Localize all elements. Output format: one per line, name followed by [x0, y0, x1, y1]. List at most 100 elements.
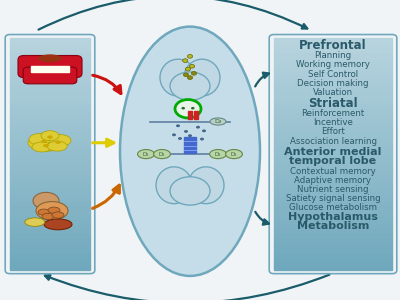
Bar: [10, 201, 90, 205]
Ellipse shape: [202, 129, 206, 132]
Ellipse shape: [38, 209, 50, 215]
Ellipse shape: [29, 134, 51, 145]
Bar: [10, 266, 90, 270]
Bar: [10, 219, 90, 224]
Bar: [274, 159, 392, 164]
FancyBboxPatch shape: [23, 67, 77, 84]
Bar: [274, 75, 392, 80]
Bar: [188, 111, 192, 119]
Text: Valuation: Valuation: [313, 88, 353, 98]
Bar: [10, 247, 90, 252]
Bar: [10, 252, 90, 256]
Text: Nutrient sensing: Nutrient sensing: [297, 185, 369, 194]
Bar: [10, 164, 90, 168]
Ellipse shape: [55, 140, 61, 144]
Ellipse shape: [182, 59, 188, 62]
Bar: [10, 233, 90, 238]
Ellipse shape: [36, 202, 68, 220]
Ellipse shape: [191, 107, 194, 110]
Ellipse shape: [178, 137, 182, 140]
Ellipse shape: [187, 76, 193, 80]
Bar: [10, 84, 90, 89]
Bar: [10, 131, 90, 136]
Bar: [274, 252, 392, 256]
Bar: [10, 61, 90, 66]
Ellipse shape: [49, 134, 71, 146]
Bar: [10, 187, 90, 191]
Bar: [10, 47, 90, 52]
Bar: [274, 187, 392, 191]
Bar: [274, 149, 392, 154]
Bar: [10, 122, 90, 126]
Bar: [274, 61, 392, 66]
Ellipse shape: [138, 150, 154, 159]
Ellipse shape: [210, 118, 226, 125]
Bar: [274, 261, 392, 266]
Text: Self Control: Self Control: [308, 70, 358, 79]
Text: Striatal: Striatal: [308, 97, 358, 110]
Bar: [274, 94, 392, 98]
Bar: [10, 70, 90, 75]
Bar: [274, 214, 392, 219]
Bar: [274, 224, 392, 228]
Bar: [274, 80, 392, 84]
Bar: [10, 94, 90, 98]
Ellipse shape: [176, 124, 180, 127]
Ellipse shape: [32, 142, 52, 152]
Bar: [274, 84, 392, 89]
Bar: [274, 70, 392, 75]
Ellipse shape: [184, 130, 188, 133]
Text: Association learning: Association learning: [290, 136, 376, 146]
Bar: [274, 136, 392, 140]
Bar: [184, 137, 196, 153]
Bar: [10, 98, 90, 103]
Ellipse shape: [196, 126, 200, 129]
Ellipse shape: [47, 141, 67, 151]
Text: Prefrontal: Prefrontal: [299, 38, 367, 52]
Ellipse shape: [44, 219, 72, 230]
Bar: [10, 261, 90, 266]
Text: Glucose metabolism: Glucose metabolism: [289, 203, 377, 212]
Bar: [10, 126, 90, 131]
Text: D₁: D₁: [159, 152, 165, 157]
Bar: [10, 145, 90, 149]
Text: Reinforcement: Reinforcement: [301, 110, 365, 118]
Bar: [10, 224, 90, 228]
Ellipse shape: [28, 134, 64, 151]
Bar: [10, 256, 90, 261]
Ellipse shape: [187, 55, 193, 58]
Bar: [274, 126, 392, 131]
Bar: [274, 154, 392, 159]
Bar: [274, 247, 392, 252]
Bar: [10, 52, 90, 56]
Bar: [274, 47, 392, 52]
Text: temporal lobe: temporal lobe: [290, 156, 376, 166]
Text: D₁: D₁: [215, 152, 221, 157]
Bar: [10, 112, 90, 117]
Ellipse shape: [210, 150, 226, 159]
Bar: [274, 98, 392, 103]
Bar: [274, 266, 392, 270]
Bar: [274, 168, 392, 173]
Bar: [274, 89, 392, 94]
Bar: [31, 66, 69, 72]
Ellipse shape: [226, 150, 242, 159]
Ellipse shape: [190, 64, 194, 68]
Bar: [10, 173, 90, 177]
Bar: [274, 233, 392, 238]
Ellipse shape: [38, 54, 62, 62]
Bar: [274, 201, 392, 205]
Text: Effort: Effort: [321, 128, 345, 136]
Bar: [274, 117, 392, 122]
Ellipse shape: [172, 134, 176, 136]
Bar: [10, 108, 90, 112]
Ellipse shape: [48, 207, 60, 213]
Ellipse shape: [156, 167, 192, 204]
Bar: [10, 66, 90, 70]
Ellipse shape: [160, 59, 196, 96]
Text: Working memory: Working memory: [296, 60, 370, 69]
Bar: [274, 131, 392, 136]
Text: Metabolism: Metabolism: [297, 221, 369, 231]
Bar: [274, 210, 392, 214]
Ellipse shape: [188, 134, 192, 137]
